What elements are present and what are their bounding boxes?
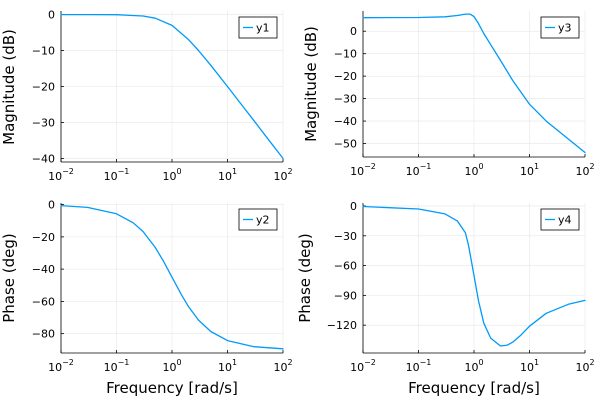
subplot-1: 10−2 10−1 100 101 102 −40 −30 −20 −10 0 Magnitude … xyxy=(0,9,293,183)
x-tick-label: 10−1 xyxy=(406,358,432,374)
x-tick-label: 101 xyxy=(520,358,539,374)
y-tick-label: −40 xyxy=(32,152,55,165)
y-axis-title: Phase (deg) xyxy=(0,233,18,323)
legend-label: y2 xyxy=(256,214,270,227)
series-line-y2 xyxy=(60,204,284,350)
x-tick-label: 10−2 xyxy=(350,162,376,178)
x-tick-label: 100 xyxy=(162,167,181,183)
subplot-2: 10−2 10−1 100 101 102 −50 −40 −30 −20 −10 0 Magnitu… xyxy=(302,11,595,178)
legend-box xyxy=(540,208,580,231)
x-tick-label: 10−1 xyxy=(406,162,432,178)
y-tick-label: −120 xyxy=(327,319,357,332)
y-tick-label: −80 xyxy=(32,328,55,341)
y-tick-label: −50 xyxy=(334,138,357,151)
y-tick-label: −20 xyxy=(334,70,357,83)
series-line-y3 xyxy=(362,13,586,154)
x-tick-label: 101 xyxy=(218,358,237,374)
x-tick-label: 100 xyxy=(464,162,483,178)
y-tick-label: −30 xyxy=(334,230,357,243)
y-tick-label: −40 xyxy=(334,115,357,128)
y-tick-label: −10 xyxy=(32,45,55,58)
series-line-y4 xyxy=(362,205,586,347)
y-tick-label: −20 xyxy=(32,231,55,244)
subplot-3: 10−2 10−1 100 101 102 −80 −60 −40 −20 0 Phase (deg… xyxy=(0,199,293,397)
legend-box xyxy=(238,16,278,39)
legend-box xyxy=(238,208,278,231)
x-tick-label: 10−2 xyxy=(48,358,74,374)
x-tick-label: 10−1 xyxy=(104,358,130,374)
y-tick-label: 0 xyxy=(48,199,55,212)
x-tick-label: 102 xyxy=(273,358,292,374)
y-tick-label: −10 xyxy=(334,48,357,61)
y-tick-label: −30 xyxy=(334,93,357,106)
x-axis-title: Frequency [rad/s] xyxy=(106,379,238,397)
legend-label: y3 xyxy=(558,22,572,35)
y-tick-label: 0 xyxy=(48,9,55,22)
x-tick-label: 10−2 xyxy=(350,358,376,374)
y-tick-label: −90 xyxy=(334,289,357,302)
x-axis-title: Frequency [rad/s] xyxy=(408,379,540,397)
legend-label: y1 xyxy=(256,22,270,35)
y-tick-label: −30 xyxy=(32,116,55,129)
series-line-y1 xyxy=(60,13,284,160)
y-axis-title: Magnitude (dB) xyxy=(302,26,320,142)
x-tick-label: 100 xyxy=(464,358,483,374)
y-tick-label: −60 xyxy=(334,260,357,273)
y-tick-label: 0 xyxy=(350,200,357,213)
legend-box xyxy=(540,16,580,39)
subplot-4: 10−2 10−1 100 101 102 −120 −90 −60 −30 0 Phase (de… xyxy=(296,200,595,397)
x-tick-label: 101 xyxy=(218,167,237,183)
x-tick-label: 10−1 xyxy=(104,167,130,183)
y-axis-title: Magnitude (dB) xyxy=(0,29,18,145)
x-tick-label: 102 xyxy=(575,162,594,178)
legend-label: y4 xyxy=(558,214,572,227)
x-tick-label: 10−2 xyxy=(48,167,74,183)
y-axis-title: Phase (deg) xyxy=(296,233,314,323)
y-tick-label: −40 xyxy=(32,263,55,276)
x-tick-label: 100 xyxy=(162,358,181,374)
y-tick-label: −20 xyxy=(32,81,55,94)
y-tick-label: −60 xyxy=(32,295,55,308)
x-tick-label: 101 xyxy=(520,162,539,178)
x-tick-label: 102 xyxy=(273,167,292,183)
y-tick-label: 0 xyxy=(350,25,357,38)
x-tick-label: 102 xyxy=(575,358,594,374)
